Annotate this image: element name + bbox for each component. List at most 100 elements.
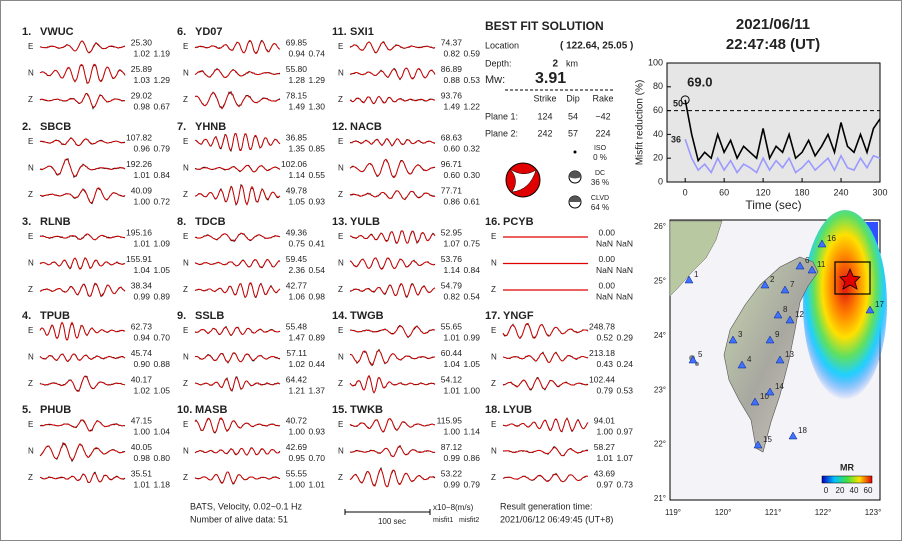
x-tick-label: 120 [756,187,771,197]
part-name: ISO [594,145,607,152]
amplitude: 68.63 [441,132,463,142]
station-marker [773,310,783,319]
amplitude: 69.85 [286,37,308,47]
lat-tick: 25° [654,277,666,286]
misfit2: 1.07 [616,453,633,463]
misfit1: 0.43 [596,359,613,369]
station-name: SSLB [195,310,224,322]
misfit2: 1.19 [153,48,170,58]
lon-tick: 122° [815,508,832,517]
part-name: CLVD [591,195,609,202]
lat-tick: 23° [654,385,666,394]
misfit1: 1.00 [133,196,150,206]
solution-title: BEST FIT SOLUTION [485,19,604,33]
station-name: MASB [195,404,227,416]
misfit1: 1.00 [443,426,460,436]
waveform [195,377,281,391]
component: N [183,353,189,362]
amplitude: 53.76 [441,254,463,264]
misfit1: 0.99 [443,479,460,489]
component: N [183,447,189,456]
station-number: 6. [177,26,186,38]
amplitude: 52.95 [441,227,463,237]
misfit1: 0.99 [133,291,150,301]
annotation: 69.0 [687,74,712,89]
component: E [338,232,343,241]
misfit2: 0.93 [308,196,325,206]
component: E [28,137,33,146]
station-label: 9 [775,330,780,339]
station-marker [684,275,694,284]
x-tick-label: 240 [834,187,849,197]
station-number: 8. [177,216,186,228]
station-number: 10. [177,404,192,416]
amplitude: 53.22 [441,468,463,478]
misfit1: 1.01 [443,385,460,395]
waveform [39,40,126,54]
component: Z [183,95,188,104]
component: E [183,232,188,241]
waveform [194,326,281,336]
component: Z [491,473,496,482]
waveform [39,93,126,108]
misfit2: 0.97 [616,426,633,436]
waveform [194,447,281,456]
misfit1: 1.06 [288,291,305,301]
misfit1: 0.96 [133,143,150,153]
station-label: 12 [795,310,804,319]
misfit1: 1.01 [133,238,150,248]
misfit2: NaN [616,238,633,248]
component: N [338,69,344,78]
waveform [349,190,436,200]
station-number: 13. [332,216,347,228]
waveform [349,230,436,244]
misfit2: 0.84 [153,170,170,180]
column-header: Dip [566,93,580,103]
misfit1: 2.36 [288,265,305,275]
misfit1: 1.02 [133,48,150,58]
misfit1: 0.88 [443,75,460,85]
misfit2: 1.18 [153,479,170,489]
location-label: Location [485,40,519,50]
waveform [194,282,281,298]
component: N [28,447,34,456]
misfit2: 0.29 [616,332,633,342]
misfit2: 1.09 [153,238,170,248]
lat-tick: 22° [654,440,666,449]
component: E [28,42,33,51]
misfit1: 0.86 [443,196,460,206]
misfit1: 0.98 [133,101,150,111]
epicenter-box [834,261,871,295]
component: Z [183,473,188,482]
location: ( 122.64, 25.05 ) [560,41,633,52]
component: Z [28,473,33,482]
misfit1: 1.03 [133,75,150,85]
misfit1: 1.02 [133,385,150,395]
component: E [28,420,33,429]
misfit2: 0.72 [153,196,170,206]
component: E [28,232,33,241]
waveform [350,282,436,298]
station-name: PCYB [503,216,534,228]
amplitude: 42.69 [286,442,308,452]
mw: 3.91 [535,70,566,87]
component: E [338,420,343,429]
waveform [194,39,281,55]
map [669,210,887,501]
misfit2: 0.54 [463,291,480,301]
waveform [39,233,126,241]
lat-tick: 26° [654,222,666,231]
station-label: 8 [783,305,788,314]
station-name: TWGB [350,310,384,322]
misfit1: 1.00 [596,426,613,436]
misfit2: NaN [616,291,633,301]
waveform [349,67,436,80]
station-name: TWKB [350,404,383,416]
misfit1: 1.35 [288,143,305,153]
station-label: 17 [875,300,884,309]
epicenter [839,267,861,290]
station-number: 4. [22,310,31,322]
component: E [338,137,343,146]
plane-label: Plane 1: [485,111,518,121]
station-name: SBCB [40,121,71,133]
